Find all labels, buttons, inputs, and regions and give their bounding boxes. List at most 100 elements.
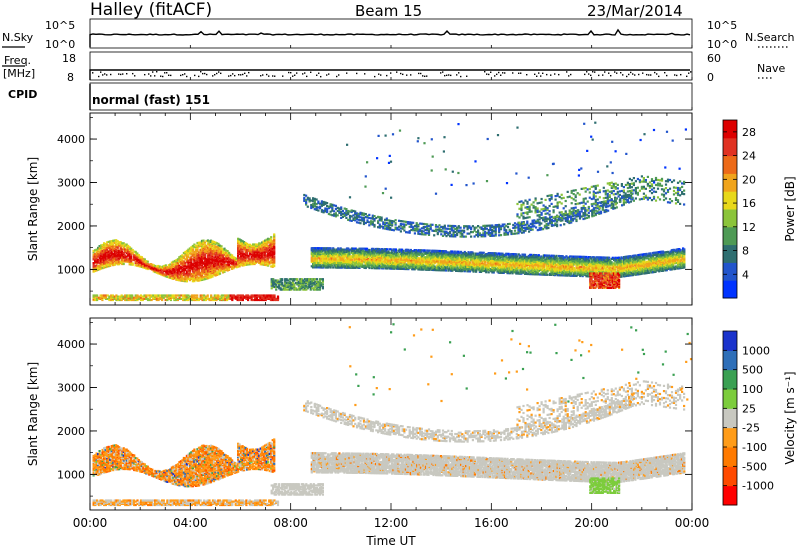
echo-cell (200, 245, 204, 249)
echo-cell (128, 246, 131, 249)
echo-cell (154, 267, 157, 270)
echo-cell (220, 257, 223, 260)
echo-cell (136, 253, 139, 256)
echo-cell (271, 256, 274, 259)
echo-cell (125, 255, 128, 258)
nave-point (232, 73, 234, 75)
echo-cell (122, 248, 125, 251)
echo-cell (100, 259, 103, 262)
echo-cell (258, 252, 261, 255)
nave-point (638, 73, 640, 76)
echo-cell (221, 254, 225, 257)
echo-cell (101, 294, 104, 297)
echo-cell (221, 260, 225, 263)
echo-cell (173, 266, 176, 269)
echo-cell (285, 279, 288, 282)
echo-cell (101, 257, 104, 260)
nave-point (590, 74, 592, 77)
echo-cell (184, 254, 187, 257)
echo-cell (101, 247, 104, 250)
echo-cell (332, 249, 335, 252)
echo-cell (273, 234, 276, 237)
echo-cell (323, 255, 326, 258)
echo-cell (333, 261, 336, 265)
echo-cell (145, 263, 148, 266)
echo-cell (278, 280, 281, 283)
echo-cell (243, 253, 246, 256)
echo-cell (229, 262, 232, 265)
nave-point (132, 72, 134, 75)
echo-cell (246, 245, 249, 248)
echo-cell (124, 250, 127, 253)
echo-cell (119, 245, 122, 249)
echo-cell (173, 268, 176, 271)
echo-cell (211, 250, 214, 253)
echo-cell (218, 248, 222, 251)
echo-cell (164, 267, 167, 271)
echo-cell (318, 257, 321, 260)
nave-point (100, 71, 102, 73)
echo-cell (267, 259, 270, 262)
echo-cell (281, 288, 284, 291)
echo-cell (244, 262, 247, 265)
echo-cell (402, 249, 405, 252)
echo-cell (164, 271, 167, 274)
echo-cell (188, 264, 191, 267)
echo-cell (229, 265, 232, 268)
echo-cell (134, 294, 137, 297)
echo-cell (337, 250, 340, 253)
echo-cell (305, 285, 308, 289)
echo-cell (264, 244, 267, 247)
echo-cell (224, 249, 228, 252)
echo-cell (250, 248, 253, 251)
echo-cell (184, 252, 187, 255)
echo-cell (312, 248, 315, 251)
echo-cell (208, 241, 211, 244)
echo-cell (119, 256, 122, 260)
echo-cell (273, 296, 276, 299)
echo-cell (115, 259, 118, 262)
echo-cell (223, 257, 226, 260)
echo-cell (129, 296, 132, 299)
echo-cell (246, 242, 249, 245)
echo-cell (205, 271, 208, 274)
echo-cell (196, 279, 199, 282)
echo-cell (200, 243, 204, 246)
echo-cell (228, 260, 231, 263)
echo-cell (197, 253, 201, 256)
echo-cell (173, 269, 176, 272)
nave-point (410, 74, 412, 76)
echo-cell (139, 260, 142, 263)
echo-cell (191, 268, 194, 271)
echo-cell (250, 261, 253, 264)
echo-cell (221, 248, 225, 251)
echo-cell (231, 294, 234, 297)
echo-cell (206, 277, 210, 280)
echo-cell (256, 245, 259, 249)
echo-cell (318, 259, 321, 262)
echo-cell (240, 242, 243, 246)
echo-cell (222, 296, 225, 299)
echo-cell (115, 239, 118, 242)
echo-cell (211, 275, 214, 278)
nave-point (180, 74, 182, 77)
echo-cell (179, 262, 182, 265)
echo-cell (98, 255, 101, 259)
nave-point (218, 71, 220, 73)
echo-cell (244, 256, 247, 259)
echo-cell (206, 263, 210, 266)
echo-cell (112, 255, 115, 258)
echo-cell (182, 260, 185, 263)
echo-cell (264, 248, 267, 251)
echo-cell (267, 237, 270, 240)
echo-cell (228, 265, 231, 268)
echo-cell (248, 295, 251, 298)
echo-cell (215, 296, 218, 299)
echo-cell (208, 245, 211, 248)
echo-cell (185, 255, 188, 258)
echo-cell (166, 270, 169, 274)
echo-cell (121, 248, 124, 251)
echo-cell (113, 258, 116, 261)
echo-cell (103, 248, 106, 251)
echo-cell (285, 285, 288, 289)
